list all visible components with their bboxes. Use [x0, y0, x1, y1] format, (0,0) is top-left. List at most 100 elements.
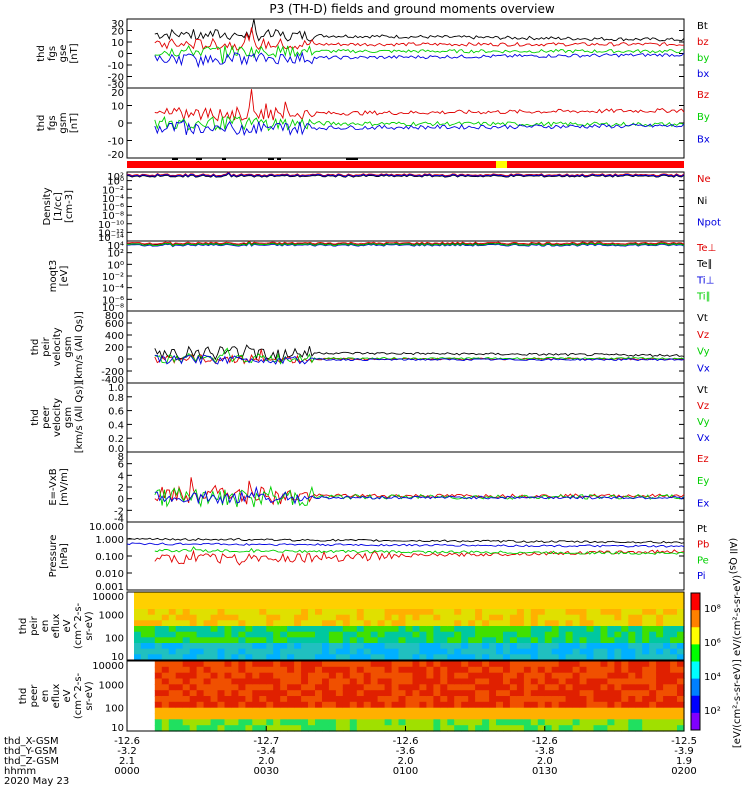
spectrogram-cell	[600, 614, 609, 621]
spectrogram-cell	[523, 719, 532, 726]
spectrogram-cell	[224, 696, 233, 703]
spectrogram-cell	[349, 654, 358, 661]
spectrogram-cell	[530, 626, 539, 633]
spectrogram-cell	[335, 672, 344, 680]
spectrogram-cell	[482, 690, 490, 697]
spectrogram-cell	[217, 684, 226, 691]
spectrogram-cell	[308, 592, 316, 599]
spectrogram-cell	[537, 614, 546, 621]
trace-by	[154, 44, 685, 64]
spectrogram-cell	[551, 684, 560, 691]
spectrogram-cell	[391, 626, 400, 633]
spectrogram-cell	[210, 614, 219, 621]
footer-value: -12.6	[393, 736, 419, 747]
spectrogram-cell	[231, 719, 239, 726]
spectrogram-cell	[356, 637, 365, 644]
spectrogram-cell	[140, 666, 149, 674]
spectrogram-cell	[134, 620, 142, 627]
spectrogram-cell	[523, 626, 532, 633]
spectrogram-cell	[489, 597, 497, 604]
spectrogram-cell	[475, 597, 483, 604]
spectrogram-cell	[294, 648, 302, 655]
spectrogram-cell	[447, 614, 455, 621]
spectrogram-cell	[377, 725, 386, 732]
spectrogram-cell	[363, 713, 372, 720]
spectrogram-cell	[189, 707, 198, 715]
spectrogram-cell	[628, 648, 636, 655]
spectrogram-cell	[231, 696, 239, 703]
spectrogram-cell	[558, 719, 567, 726]
spectrogram-cell	[322, 620, 330, 627]
spectrogram-cell	[356, 654, 365, 661]
y-axis-label: Density	[42, 187, 53, 225]
spectrogram-cell	[161, 661, 170, 668]
spectrogram-cell	[426, 678, 434, 685]
trace-by	[154, 115, 685, 132]
spectrogram-cell	[127, 713, 135, 720]
spectrogram-cell	[593, 684, 602, 691]
footer-value: -3.2	[117, 746, 137, 757]
spectrogram-cell	[398, 672, 407, 680]
spectrogram-cell	[433, 614, 441, 621]
spectrogram-cell	[537, 592, 546, 599]
spectrogram-cell	[301, 614, 309, 621]
spectrogram-cell	[266, 654, 274, 661]
spectrogram-cell	[147, 690, 156, 697]
spectrogram-cell	[412, 713, 421, 720]
spectrogram-cell	[154, 672, 163, 680]
spectrogram-cell	[161, 713, 170, 720]
spectrogram-cell	[572, 592, 581, 599]
spectrogram-cell	[586, 672, 595, 680]
spectrogram-cell	[252, 672, 260, 680]
spectrogram-cell	[342, 684, 351, 691]
spectrogram-cell	[335, 684, 344, 691]
spectrogram-cell	[614, 707, 622, 715]
spectrogram-cell	[363, 725, 372, 732]
spectrogram-cell	[509, 678, 518, 685]
spectrogram-cell	[544, 614, 553, 621]
spectrogram-cell	[342, 654, 351, 661]
spectrogram-cell	[405, 678, 414, 685]
spectrogram-cell	[189, 648, 198, 655]
spectrogram-cell	[161, 666, 170, 674]
spectrogram-cell	[489, 684, 497, 691]
spectrogram-cell	[182, 637, 191, 644]
spectrogram-cell	[356, 684, 365, 691]
spectrogram-cell	[217, 637, 226, 644]
spectrogram-cell	[398, 626, 407, 633]
spectrogram-cell	[405, 725, 414, 732]
spectrogram-cell	[600, 648, 609, 655]
spectrogram-cell	[572, 661, 581, 668]
spectrogram-cell	[656, 707, 664, 715]
spectrogram-cell	[315, 626, 323, 633]
spectrogram-cell	[224, 654, 233, 661]
spectrogram-cell	[280, 603, 288, 610]
spectrogram-cell	[537, 648, 546, 655]
spectrogram-cell	[134, 696, 142, 703]
spectrogram-cell	[628, 661, 636, 668]
spectrogram-cell	[621, 684, 629, 691]
spectrogram-cell	[558, 696, 567, 703]
spectrogram-cell	[294, 643, 302, 650]
spectrogram-cell	[398, 690, 407, 697]
spectrogram-cell	[308, 707, 316, 715]
legend-entry: Vy	[697, 347, 710, 358]
spectrogram-cell	[301, 666, 309, 674]
spectrogram-cell	[621, 707, 629, 715]
spectrogram-cell	[537, 620, 546, 627]
spectrogram-cell	[210, 713, 219, 720]
spectrogram-cell	[398, 713, 407, 720]
colorbar-label: [eV/(cm²-s-sr-eV)] eV/(cm²-s-sr-eV)	[732, 575, 743, 748]
spectrogram-cell	[322, 672, 330, 680]
spectrogram-cell	[349, 637, 358, 644]
spectrogram-cell	[147, 725, 156, 732]
spectrogram-cell	[363, 678, 372, 685]
spectrogram-cell	[238, 592, 246, 599]
spectrogram-cell	[558, 592, 567, 599]
spectrogram-cell	[266, 719, 274, 726]
plot-title: P3 (TH-D) fields and ground moments over…	[269, 2, 554, 16]
spectrogram-cell	[628, 666, 636, 674]
y-tick-label: 0.2	[108, 434, 124, 445]
spectrogram-cell	[503, 684, 511, 691]
spectrogram-cell	[127, 666, 135, 674]
